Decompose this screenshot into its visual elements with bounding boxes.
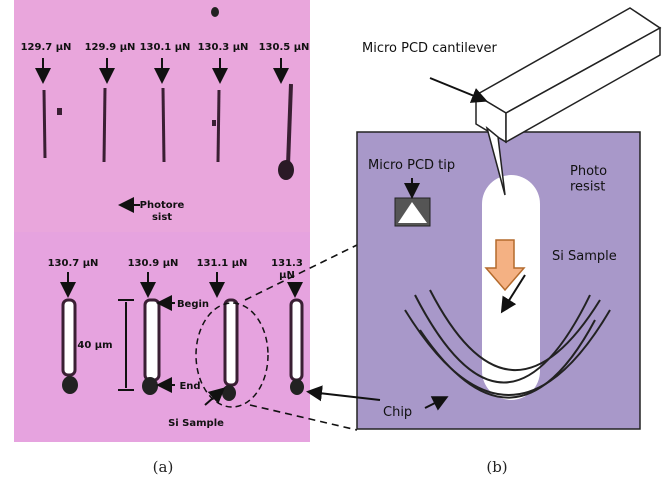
label: 40 μm <box>77 340 112 351</box>
figure: 129.7 μN 129.9 μN 130.1 μN 130.3 μN 130.5 μN… <box>0 0 667 484</box>
label: 130.9 μN <box>128 258 179 269</box>
label: 130.1 μN <box>140 42 191 53</box>
label: (b) <box>486 458 507 476</box>
label: Si Sample <box>168 418 224 429</box>
label: Si Sample <box>552 249 617 264</box>
si-sample-slot <box>482 175 540 400</box>
label: 130.5 μN <box>259 42 310 53</box>
label: Begin <box>177 299 209 310</box>
label: Micro PCD cantilever <box>362 41 498 56</box>
label: (a) <box>153 458 174 476</box>
label: End <box>179 381 200 392</box>
label: 129.9 μN <box>85 42 136 53</box>
label: 130.3 μN <box>198 42 249 53</box>
label: 130.7 μN <box>48 258 99 269</box>
label: Micro PCD tip <box>368 158 455 173</box>
label: 131.1 μN <box>197 258 248 269</box>
label: Chip <box>383 405 412 420</box>
label: 129.7 μN <box>21 42 72 53</box>
